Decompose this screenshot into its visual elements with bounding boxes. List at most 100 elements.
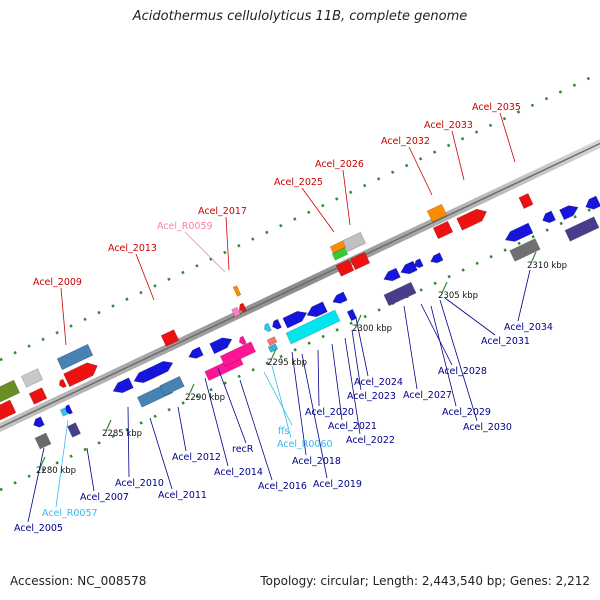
label-leader-line <box>439 299 478 422</box>
gene-feature[interactable] <box>504 222 534 242</box>
bottom-gene-label[interactable]: Acel_R0057 <box>42 508 98 519</box>
gene-feature[interactable] <box>306 301 328 318</box>
gene-feature[interactable] <box>20 368 44 388</box>
gene-feature[interactable] <box>564 216 600 242</box>
gene-feature[interactable] <box>59 407 69 417</box>
gene-feature[interactable] <box>0 399 17 422</box>
gene-feature[interactable] <box>456 208 488 231</box>
top-gene-label[interactable]: Acel_R0059 <box>157 221 213 232</box>
bottom-gene-label[interactable]: Acel_2005 <box>14 523 63 534</box>
label-leader-line <box>149 417 173 490</box>
gene-feature[interactable] <box>346 308 358 322</box>
gene-feature[interactable] <box>219 341 257 367</box>
gene-feature[interactable] <box>414 258 424 269</box>
gene-feature[interactable] <box>400 260 418 275</box>
gene-feature[interactable] <box>64 404 73 415</box>
gene-feature[interactable] <box>56 343 94 371</box>
ruler-tick-label: 2285 kbp <box>102 429 142 439</box>
gene-feature[interactable] <box>331 247 349 261</box>
bottom-gene-label[interactable]: Acel_2011 <box>158 490 207 501</box>
gene-feature[interactable] <box>263 322 272 333</box>
gene-feature[interactable] <box>383 267 401 282</box>
top-gene-label[interactable]: Acel_2035 <box>472 102 521 113</box>
bottom-gene-label[interactable]: Acel_2030 <box>463 422 512 433</box>
gene-feature[interactable] <box>238 302 247 313</box>
bottom-gene-label[interactable]: Acel_2024 <box>354 377 403 388</box>
gene-feature[interactable] <box>33 416 45 428</box>
gene-feature[interactable] <box>342 231 366 253</box>
label-leader-line <box>27 447 45 523</box>
bottom-gene-label[interactable]: Acel_2021 <box>328 421 377 432</box>
top-gene-label[interactable]: Acel_2025 <box>274 177 323 188</box>
bottom-gene-label[interactable]: Acel_2016 <box>258 481 307 492</box>
gene-feature[interactable] <box>383 281 417 307</box>
gene-feature[interactable] <box>518 193 534 209</box>
gene-feature[interactable] <box>58 378 67 389</box>
top-gene-label[interactable]: Acel_2009 <box>33 277 82 288</box>
bottom-gene-label[interactable]: Acel_2034 <box>504 322 553 333</box>
ruler-tick-label: 2290 kbp <box>185 393 225 403</box>
gene-feature[interactable] <box>231 306 241 318</box>
gene-feature[interactable] <box>332 291 348 304</box>
gene-feature[interactable] <box>432 220 454 240</box>
gene-feature[interactable] <box>148 360 174 379</box>
bottom-gene-label[interactable]: Acel_2027 <box>403 390 452 401</box>
label-leader-line <box>331 343 343 421</box>
gene-feature[interactable] <box>34 432 52 450</box>
gene-feature[interactable] <box>67 422 81 438</box>
gene-feature[interactable] <box>509 238 541 262</box>
gene-feature[interactable] <box>585 195 600 210</box>
gene-feature[interactable] <box>266 336 278 346</box>
gene-feature[interactable] <box>0 379 21 404</box>
gene-feature[interactable] <box>238 335 247 346</box>
gene-feature[interactable] <box>335 259 355 277</box>
top-gene-label[interactable]: Acel_2017 <box>198 206 247 217</box>
top-gene-label[interactable]: Acel_2026 <box>315 159 364 170</box>
label-leader-line <box>301 187 335 233</box>
genome-title: Acidothermus cellulolyticus 11B, complet… <box>132 9 468 24</box>
gene-feature[interactable] <box>272 318 282 330</box>
gene-feature[interactable] <box>349 251 371 271</box>
gene-feature[interactable] <box>282 310 308 329</box>
bottom-gene-label[interactable]: Acel_2007 <box>80 492 129 503</box>
label-leader-line <box>430 305 457 407</box>
bottom-gene-label[interactable]: Acel_2031 <box>481 336 530 347</box>
tick-mark <box>188 383 195 396</box>
gene-feature[interactable] <box>209 337 233 355</box>
bottom-gene-label[interactable]: Acel_R0060 <box>277 439 333 450</box>
bottom-gene-label[interactable]: Acel_2028 <box>438 366 487 377</box>
bottom-gene-label[interactable]: Acel_2012 <box>172 452 221 463</box>
gene-feature[interactable] <box>267 343 279 353</box>
label-leader-line <box>301 353 328 479</box>
bottom-gene-label[interactable]: Acel_2014 <box>214 467 263 478</box>
gene-feature[interactable] <box>63 362 98 387</box>
label-leader-line <box>239 379 273 481</box>
gene-feature[interactable] <box>232 285 242 297</box>
gene-feature[interactable] <box>542 210 557 224</box>
top-gene-label[interactable]: Acel_2033 <box>424 120 473 131</box>
gene-feature[interactable] <box>285 309 341 345</box>
bottom-gene-label[interactable]: Acel_2018 <box>292 456 341 467</box>
gene-feature[interactable] <box>430 252 444 264</box>
accession-text: Accession: NC_008578 <box>10 574 147 588</box>
gene-feature[interactable] <box>112 377 134 394</box>
gene-feature[interactable] <box>559 205 579 221</box>
bottom-gene-label[interactable]: Acel_2022 <box>346 435 395 446</box>
gene-feature[interactable] <box>28 387 48 405</box>
bottom-gene-label[interactable]: Acel_2029 <box>442 407 491 418</box>
bottom-gene-label[interactable]: Acel_2023 <box>347 391 396 402</box>
bottom-gene-label[interactable]: recR <box>232 444 254 455</box>
bottom-gene-label[interactable]: Acel_2020 <box>305 407 354 418</box>
tick-mark <box>270 348 277 361</box>
bottom-gene-label[interactable]: ffs <box>278 426 290 437</box>
gene-feature[interactable] <box>160 329 180 347</box>
bottom-gene-label[interactable]: Acel_2010 <box>115 478 164 489</box>
top-gene-label[interactable]: Acel_2032 <box>381 136 430 147</box>
label-leader-line <box>351 329 362 391</box>
bottom-gene-label[interactable]: Acel_2019 <box>313 479 362 490</box>
genome-summary-text: Topology: circular; Length: 2,443,540 bp… <box>260 574 590 588</box>
gene-feature[interactable] <box>188 346 204 359</box>
gene-feature[interactable] <box>426 203 448 223</box>
top-gene-label[interactable]: Acel_2013 <box>108 243 157 254</box>
gene-feature[interactable] <box>159 375 185 397</box>
